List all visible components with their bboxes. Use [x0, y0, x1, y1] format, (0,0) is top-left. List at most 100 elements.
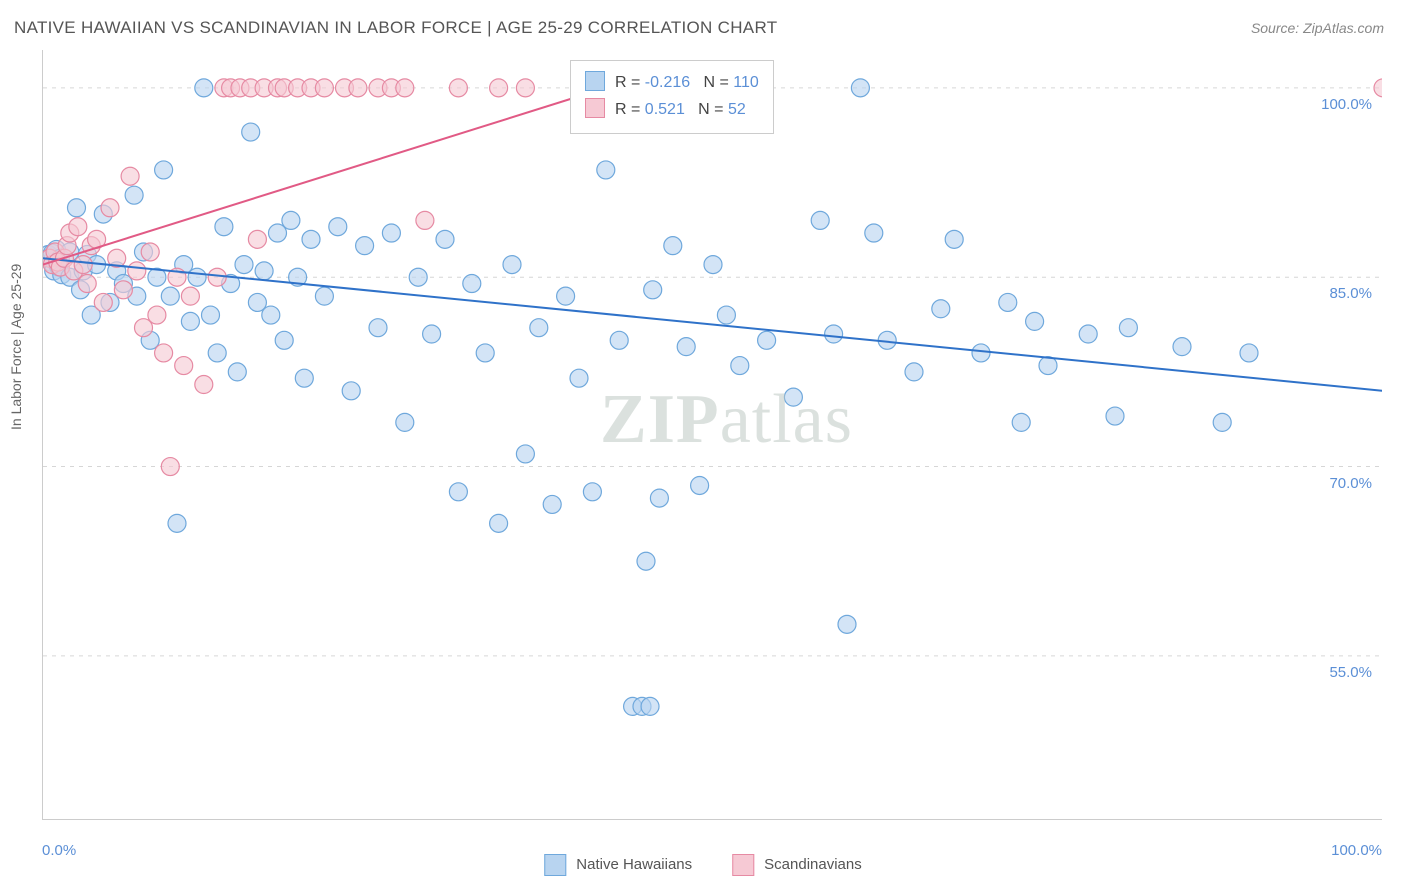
data-point	[242, 123, 260, 141]
data-point	[161, 458, 179, 476]
data-point	[342, 382, 360, 400]
data-point	[838, 615, 856, 633]
series-swatch	[585, 98, 605, 118]
data-point	[811, 211, 829, 229]
data-point	[161, 287, 179, 305]
data-point	[125, 186, 143, 204]
data-point	[349, 79, 367, 97]
data-point	[825, 325, 843, 343]
y-tick-label: 55.0%	[1312, 664, 1372, 681]
stats-row: R = -0.216 N = 110	[585, 69, 759, 96]
series-swatch	[585, 71, 605, 91]
legend-label: Scandinavians	[764, 856, 862, 873]
data-point	[449, 79, 467, 97]
data-point	[516, 79, 534, 97]
y-axis-label: In Labor Force | Age 25-29	[8, 264, 24, 430]
data-point	[141, 243, 159, 261]
data-point	[195, 376, 213, 394]
data-point	[641, 697, 659, 715]
data-point	[1119, 319, 1137, 337]
data-point	[691, 476, 709, 494]
data-point	[999, 293, 1017, 311]
data-point	[155, 161, 173, 179]
data-point	[557, 287, 575, 305]
data-point	[1106, 407, 1124, 425]
data-point	[202, 306, 220, 324]
data-point	[188, 268, 206, 286]
data-point	[68, 199, 86, 217]
legend-item: Native Hawaiians	[544, 854, 692, 876]
data-point	[128, 262, 146, 280]
r-value: 0.521	[645, 101, 685, 118]
data-point	[248, 230, 266, 248]
data-point	[784, 388, 802, 406]
data-point	[905, 363, 923, 381]
data-point	[396, 79, 414, 97]
data-point	[1374, 79, 1382, 97]
data-point	[449, 483, 467, 501]
y-tick-label: 100.0%	[1312, 96, 1372, 113]
data-point	[644, 281, 662, 299]
data-point	[1173, 338, 1191, 356]
data-point	[650, 489, 668, 507]
data-point	[101, 199, 119, 217]
data-point	[490, 514, 508, 532]
data-point	[396, 413, 414, 431]
data-point	[208, 268, 226, 286]
data-point	[610, 331, 628, 349]
data-point	[704, 256, 722, 274]
data-point	[78, 275, 96, 293]
data-point	[315, 287, 333, 305]
y-tick-label: 70.0%	[1312, 475, 1372, 492]
chart-title: NATIVE HAWAIIAN VS SCANDINAVIAN IN LABOR…	[14, 18, 777, 38]
data-point	[409, 268, 427, 286]
data-point	[275, 331, 293, 349]
data-point	[295, 369, 313, 387]
data-point	[476, 344, 494, 362]
data-point	[302, 230, 320, 248]
x-tick-label: 0.0%	[42, 842, 76, 859]
data-point	[175, 357, 193, 375]
data-point	[369, 319, 387, 337]
legend-swatch	[544, 854, 566, 876]
data-point	[851, 79, 869, 97]
data-point	[1079, 325, 1097, 343]
data-point	[717, 306, 735, 324]
data-point	[329, 218, 347, 236]
scatter-plot	[42, 50, 1382, 820]
r-value: -0.216	[645, 74, 690, 91]
data-point	[1213, 413, 1231, 431]
data-point	[255, 262, 273, 280]
n-value: 52	[728, 101, 746, 118]
data-point	[1026, 312, 1044, 330]
data-point	[356, 237, 374, 255]
data-point	[637, 552, 655, 570]
data-point	[215, 218, 233, 236]
n-value: 110	[733, 74, 759, 91]
correlation-stats-box: R = -0.216 N = 110R = 0.521 N = 52	[570, 60, 774, 134]
data-point	[69, 218, 87, 236]
stats-row: R = 0.521 N = 52	[585, 96, 759, 123]
data-point	[932, 300, 950, 318]
data-point	[664, 237, 682, 255]
data-point	[1012, 413, 1030, 431]
data-point	[677, 338, 695, 356]
data-point	[1240, 344, 1258, 362]
data-point	[503, 256, 521, 274]
data-point	[945, 230, 963, 248]
data-point	[148, 306, 166, 324]
data-point	[423, 325, 441, 343]
data-point	[583, 483, 601, 501]
data-point	[74, 256, 92, 274]
data-point	[195, 79, 213, 97]
data-point	[168, 514, 186, 532]
data-point	[155, 344, 173, 362]
data-point	[181, 312, 199, 330]
data-point	[181, 287, 199, 305]
data-point	[416, 211, 434, 229]
legend-label: Native Hawaiians	[576, 856, 692, 873]
data-point	[262, 306, 280, 324]
y-tick-label: 85.0%	[1312, 285, 1372, 302]
data-point	[382, 224, 400, 242]
data-point	[530, 319, 548, 337]
